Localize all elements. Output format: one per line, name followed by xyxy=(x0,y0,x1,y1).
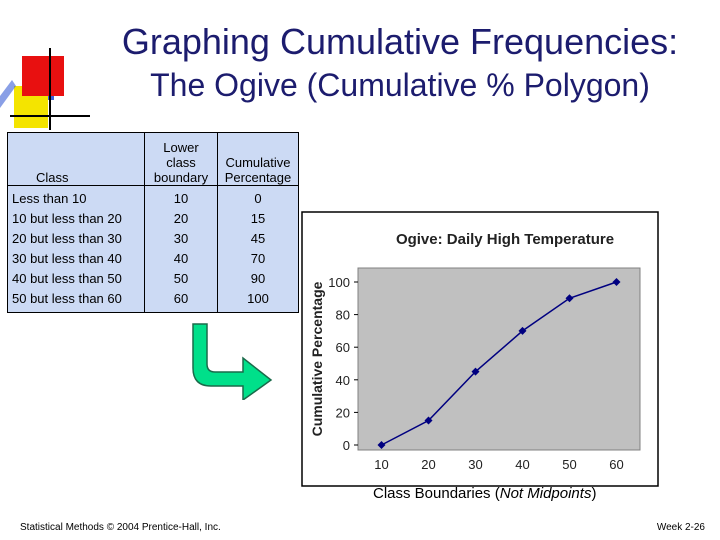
caption-italic: Not Midpoints xyxy=(499,485,592,502)
header-lower-l1: Lower xyxy=(163,140,199,155)
cell-cum: 15 xyxy=(217,209,299,229)
cell-lower: 20 xyxy=(144,209,218,229)
cell-cum: 90 xyxy=(217,269,299,289)
footer-page-number: Week 2-26 xyxy=(656,522,705,533)
data-point xyxy=(424,416,433,425)
cell-class: 20 but less than 30 xyxy=(7,229,145,249)
logo-decoration xyxy=(0,48,90,130)
y-tick-label: 40 xyxy=(336,373,350,388)
page-title: Graphing Cumulative Frequencies: xyxy=(121,21,679,62)
x-tick-label: 40 xyxy=(515,457,529,472)
data-point xyxy=(471,367,480,376)
cumulative-frequency-table: Class Lower class boundary Cumulative Pe… xyxy=(7,132,299,313)
cell-cum: 0 xyxy=(217,185,299,209)
data-point xyxy=(565,294,574,303)
plot-area xyxy=(357,267,641,451)
cell-class: Less than 10 xyxy=(7,185,145,209)
y-tick-label: 0 xyxy=(343,438,350,453)
cell-class: 50 but less than 60 xyxy=(7,289,145,313)
x-tick-label: 60 xyxy=(609,457,623,472)
table-row: 50 but less than 60 60 100 xyxy=(7,289,299,313)
data-point xyxy=(612,278,621,286)
table-row: 30 but less than 40 40 70 xyxy=(7,249,299,269)
header-class: Class xyxy=(7,132,145,186)
cell-lower: 10 xyxy=(144,185,218,209)
table-header-row: Class Lower class boundary Cumulative Pe… xyxy=(7,132,299,186)
cell-lower: 50 xyxy=(144,269,218,289)
cell-lower: 40 xyxy=(144,249,218,269)
data-point xyxy=(518,326,527,335)
table-row: 40 but less than 50 50 90 xyxy=(7,269,299,289)
x-tick-label: 10 xyxy=(374,457,388,472)
table-row: 10 but less than 20 20 15 xyxy=(7,209,299,229)
cell-class: 40 but less than 50 xyxy=(7,269,145,289)
y-axis-label: Cumulative Percentage xyxy=(309,281,325,436)
caption-pre: Class Boundaries ( xyxy=(373,485,500,502)
cell-class: 10 but less than 20 xyxy=(7,209,145,229)
cell-cum: 70 xyxy=(217,249,299,269)
footer-copyright: Statistical Methods © 2004 Prentice-Hall… xyxy=(20,522,221,533)
cell-lower: 30 xyxy=(144,229,218,249)
table-row: 20 but less than 30 30 45 xyxy=(7,229,299,249)
header-lower-l3: boundary xyxy=(153,170,209,185)
cell-class: 30 but less than 40 xyxy=(7,249,145,269)
header-lower-boundary: Lower class boundary xyxy=(144,132,218,186)
y-tick-label: 80 xyxy=(336,308,350,323)
ogive-chart: Ogive: Daily High Temperature Cumulative… xyxy=(301,211,659,487)
table-row: Less than 10 10 0 xyxy=(7,185,299,209)
y-tick-label: 20 xyxy=(336,405,350,420)
x-tick-label: 20 xyxy=(421,457,435,472)
x-tick-label: 50 xyxy=(562,457,576,472)
cell-cum: 100 xyxy=(217,289,299,313)
series-line xyxy=(381,281,617,446)
y-tick-label: 60 xyxy=(336,340,350,355)
caption-post: ) xyxy=(591,485,597,502)
page-subtitle: The Ogive (Cumulative % Polygon) xyxy=(150,67,650,103)
x-tick-label: 30 xyxy=(468,457,482,472)
data-point xyxy=(377,441,386,449)
cell-cum: 45 xyxy=(217,229,299,249)
header-cum-l2: Percentage xyxy=(224,170,292,185)
cell-lower: 60 xyxy=(144,289,218,313)
header-cumulative-percentage: Cumulative Percentage xyxy=(217,132,299,186)
y-tick-label: 100 xyxy=(328,275,350,290)
chart-title: Ogive: Daily High Temperature xyxy=(396,231,614,248)
header-cum-l1: Cumulative xyxy=(225,155,291,170)
header-lower-l2: class xyxy=(166,155,196,170)
curved-arrow-icon xyxy=(192,323,273,400)
